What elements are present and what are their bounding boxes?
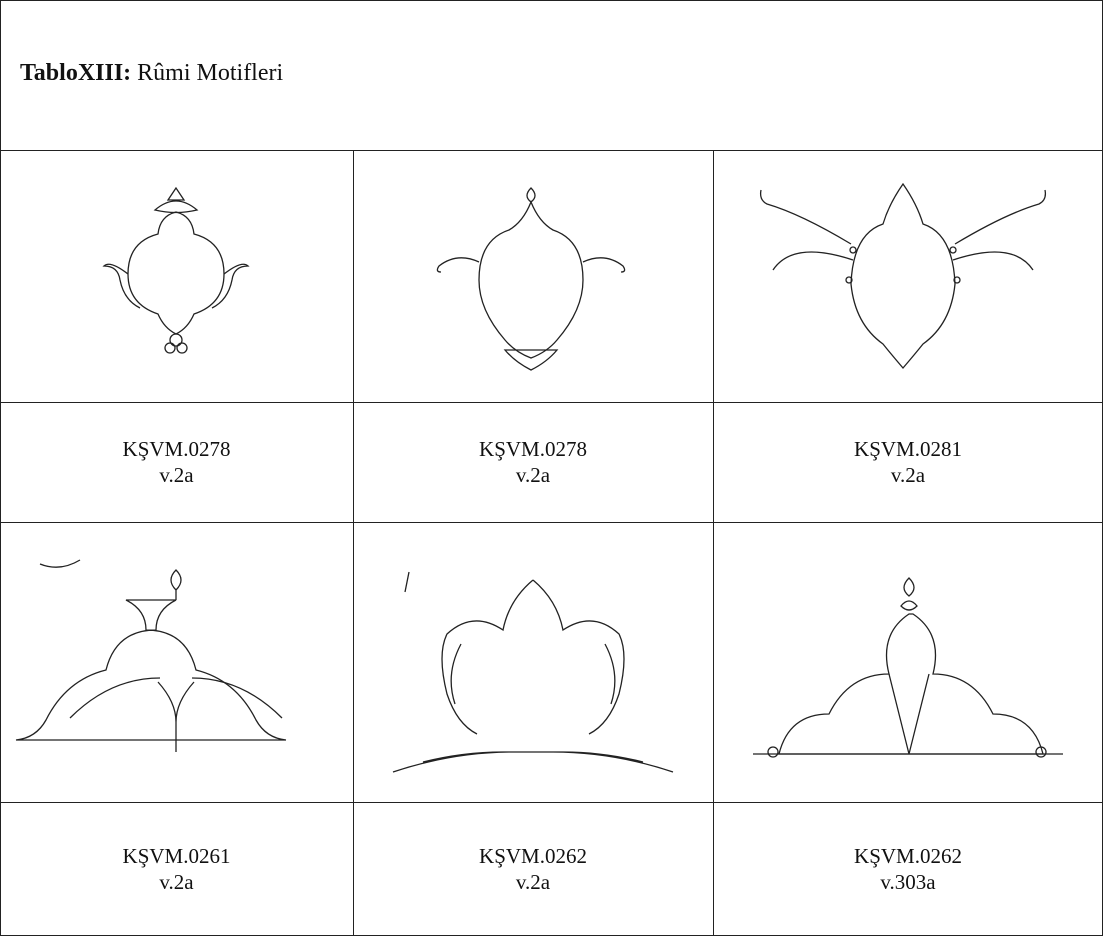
folio: v.2a bbox=[515, 870, 551, 894]
label-cell: KŞVM.0262 v.2a bbox=[353, 802, 713, 936]
code: KŞVM.0281 bbox=[854, 437, 962, 461]
table-title: TabloXIII: Rûmi Motifleri bbox=[20, 60, 283, 87]
code: KŞVM.0262 bbox=[479, 844, 587, 868]
border bbox=[0, 802, 1103, 803]
folio: v.2a bbox=[515, 463, 551, 487]
title-text: Rûmi Motifleri bbox=[137, 60, 284, 86]
folio: v.2a bbox=[159, 463, 194, 487]
label-cell: KŞVM.0278 v.2a bbox=[0, 402, 353, 522]
motif-image bbox=[392, 571, 674, 773]
code: KŞVM.0278 bbox=[479, 437, 587, 461]
border bbox=[353, 150, 354, 936]
code: KŞVM.0278 bbox=[122, 437, 231, 461]
label-cell: KŞVM.0281 v.2a bbox=[713, 402, 1103, 522]
border bbox=[0, 0, 1103, 1]
border bbox=[0, 402, 1103, 403]
label-cell: KŞVM.0278 v.2a bbox=[353, 402, 713, 522]
code: KŞVM.0262 bbox=[854, 844, 962, 868]
border bbox=[0, 0, 1, 936]
code: KŞVM.0261 bbox=[122, 844, 231, 868]
folio: v.2a bbox=[159, 870, 194, 894]
border bbox=[0, 150, 1103, 151]
label-cell: KŞVM.0261 v.2a bbox=[0, 802, 353, 936]
folio: v.2a bbox=[890, 463, 926, 487]
motif-image bbox=[436, 187, 626, 371]
motif-image bbox=[753, 577, 1063, 758]
motif-image bbox=[102, 186, 250, 354]
border bbox=[713, 150, 714, 936]
motif-image bbox=[15, 559, 287, 752]
border bbox=[0, 522, 1103, 523]
label-cell: KŞVM.0262 v.303a bbox=[713, 802, 1103, 936]
title-label: TabloXIII: bbox=[20, 60, 132, 86]
motif-image bbox=[759, 182, 1047, 369]
folio: v.303a bbox=[880, 870, 936, 894]
